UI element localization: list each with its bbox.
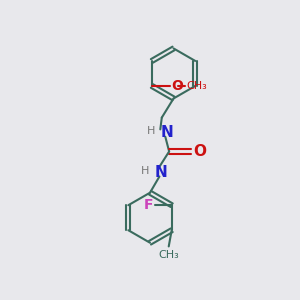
Text: H: H xyxy=(146,126,155,136)
Text: CH₃: CH₃ xyxy=(158,250,179,260)
Text: F: F xyxy=(144,198,154,212)
Text: O: O xyxy=(194,144,207,159)
Text: O: O xyxy=(171,79,183,93)
Text: N: N xyxy=(160,125,173,140)
Text: N: N xyxy=(154,165,167,180)
Text: H: H xyxy=(140,166,149,176)
Text: CH₃: CH₃ xyxy=(186,81,207,91)
